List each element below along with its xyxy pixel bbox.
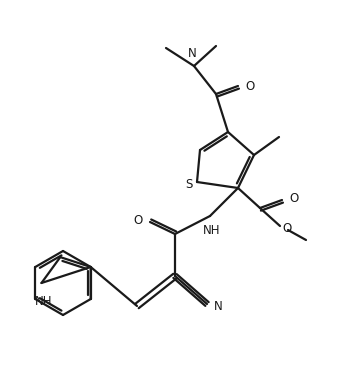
Text: S: S bbox=[185, 178, 193, 191]
Text: O: O bbox=[134, 213, 143, 226]
Text: N: N bbox=[188, 47, 196, 60]
Text: O: O bbox=[289, 192, 298, 205]
Text: O: O bbox=[245, 79, 254, 92]
Text: NH: NH bbox=[35, 295, 52, 308]
Text: NH: NH bbox=[203, 224, 221, 237]
Text: N: N bbox=[214, 301, 223, 314]
Text: O: O bbox=[282, 222, 291, 234]
